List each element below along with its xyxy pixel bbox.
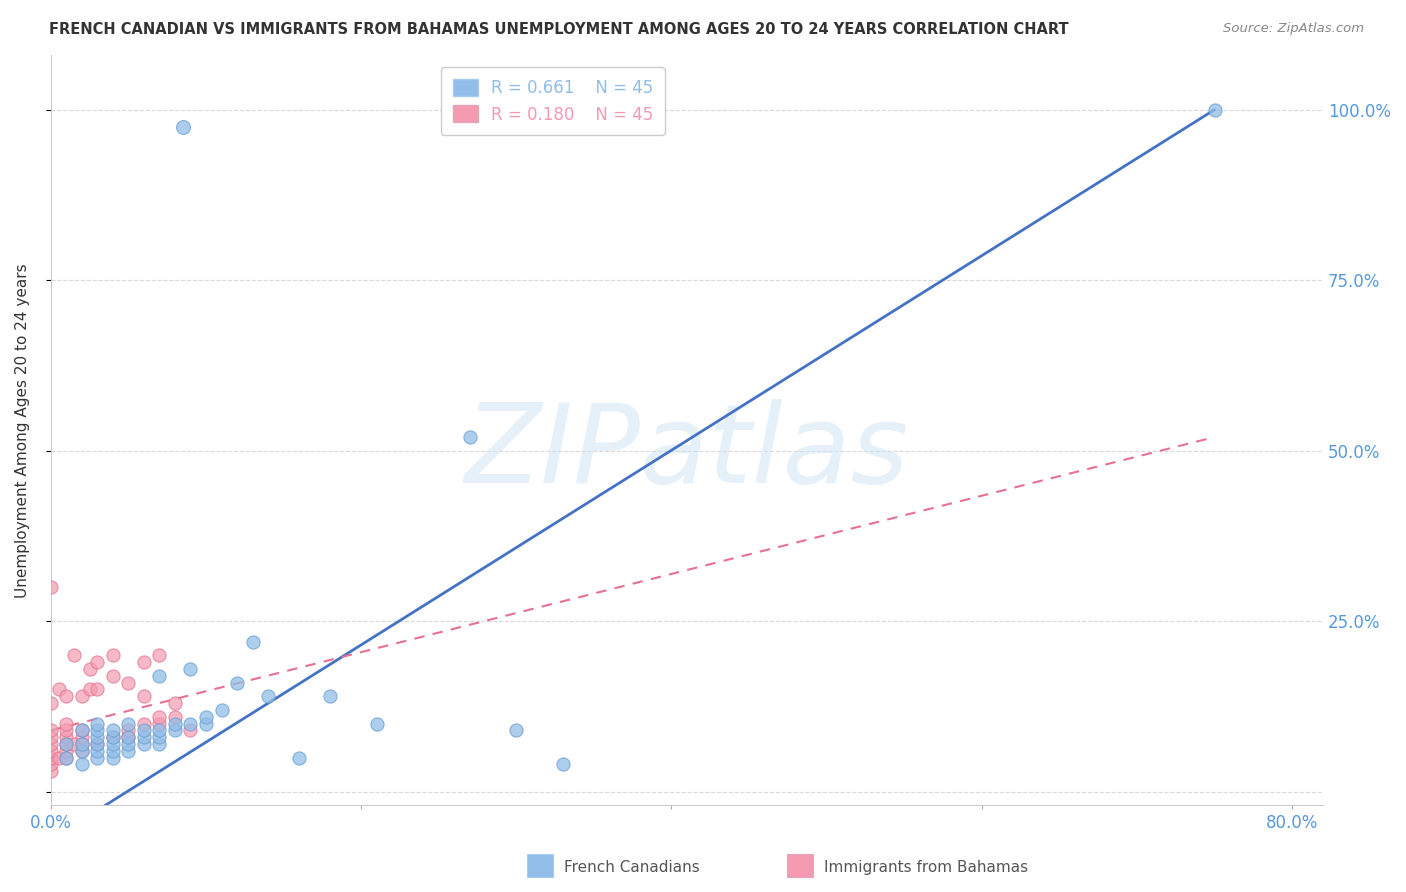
Point bbox=[226, 675, 249, 690]
Point bbox=[55, 737, 77, 751]
Point bbox=[86, 750, 108, 764]
Point bbox=[179, 723, 201, 738]
Point bbox=[39, 744, 62, 758]
Point bbox=[132, 737, 155, 751]
Point bbox=[79, 662, 101, 676]
Point bbox=[148, 648, 170, 663]
Point bbox=[101, 737, 124, 751]
Point bbox=[148, 737, 170, 751]
Point bbox=[172, 120, 194, 134]
Point bbox=[55, 750, 77, 764]
Point bbox=[86, 716, 108, 731]
Point bbox=[70, 690, 93, 704]
Point bbox=[101, 669, 124, 683]
Point bbox=[70, 757, 93, 772]
Point bbox=[39, 730, 62, 744]
Point bbox=[179, 716, 201, 731]
Point bbox=[179, 662, 201, 676]
Text: Source: ZipAtlas.com: Source: ZipAtlas.com bbox=[1223, 22, 1364, 36]
Text: French Canadians: French Canadians bbox=[564, 860, 700, 874]
Point bbox=[163, 723, 186, 738]
Point bbox=[242, 634, 264, 648]
Point bbox=[86, 744, 108, 758]
Point bbox=[101, 750, 124, 764]
Point bbox=[86, 682, 108, 697]
Point bbox=[48, 750, 70, 764]
Point bbox=[132, 723, 155, 738]
Point bbox=[70, 737, 93, 751]
Point bbox=[39, 757, 62, 772]
Point bbox=[101, 723, 124, 738]
Point bbox=[86, 737, 108, 751]
Point bbox=[39, 737, 62, 751]
Point bbox=[63, 737, 86, 751]
Point bbox=[86, 737, 108, 751]
Point bbox=[39, 696, 62, 710]
Point bbox=[101, 730, 124, 744]
Text: Immigrants from Bahamas: Immigrants from Bahamas bbox=[824, 860, 1028, 874]
Point bbox=[55, 737, 77, 751]
Point bbox=[55, 730, 77, 744]
Point bbox=[63, 648, 86, 663]
Point bbox=[117, 675, 139, 690]
Point bbox=[70, 737, 93, 751]
Point bbox=[55, 690, 77, 704]
Point bbox=[70, 744, 93, 758]
Point bbox=[55, 716, 77, 731]
Point bbox=[101, 744, 124, 758]
Point bbox=[148, 709, 170, 723]
Point bbox=[132, 690, 155, 704]
Point bbox=[70, 730, 93, 744]
Point bbox=[48, 682, 70, 697]
Point bbox=[39, 764, 62, 779]
Point bbox=[319, 690, 342, 704]
Point bbox=[132, 716, 155, 731]
Point bbox=[55, 723, 77, 738]
Point bbox=[257, 690, 280, 704]
Point bbox=[117, 730, 139, 744]
Point bbox=[86, 655, 108, 669]
Point bbox=[551, 757, 574, 772]
Legend: R = 0.661    N = 45, R = 0.180    N = 45: R = 0.661 N = 45, R = 0.180 N = 45 bbox=[441, 67, 665, 136]
Point bbox=[458, 430, 481, 444]
Y-axis label: Unemployment Among Ages 20 to 24 years: Unemployment Among Ages 20 to 24 years bbox=[15, 263, 30, 598]
Text: ZIPatlas: ZIPatlas bbox=[465, 400, 910, 507]
Point bbox=[195, 709, 218, 723]
Text: FRENCH CANADIAN VS IMMIGRANTS FROM BAHAMAS UNEMPLOYMENT AMONG AGES 20 TO 24 YEAR: FRENCH CANADIAN VS IMMIGRANTS FROM BAHAM… bbox=[49, 22, 1069, 37]
Point bbox=[70, 723, 93, 738]
Point bbox=[163, 696, 186, 710]
Point bbox=[117, 723, 139, 738]
Point bbox=[101, 730, 124, 744]
Point bbox=[163, 709, 186, 723]
Point bbox=[39, 723, 62, 738]
Point bbox=[211, 703, 233, 717]
Point bbox=[148, 730, 170, 744]
Point bbox=[70, 744, 93, 758]
Point bbox=[163, 716, 186, 731]
Point bbox=[86, 730, 108, 744]
Point bbox=[79, 682, 101, 697]
Point bbox=[1204, 103, 1226, 117]
Point bbox=[148, 723, 170, 738]
Point bbox=[86, 723, 108, 738]
Point bbox=[117, 744, 139, 758]
Point bbox=[148, 669, 170, 683]
Point bbox=[117, 737, 139, 751]
Point bbox=[39, 580, 62, 594]
Point bbox=[366, 716, 388, 731]
Point bbox=[132, 655, 155, 669]
Point bbox=[117, 716, 139, 731]
Point bbox=[195, 716, 218, 731]
Point bbox=[39, 750, 62, 764]
Point bbox=[55, 744, 77, 758]
Point bbox=[132, 730, 155, 744]
Point bbox=[55, 750, 77, 764]
Point bbox=[288, 750, 311, 764]
Point bbox=[101, 648, 124, 663]
Point bbox=[505, 723, 527, 738]
Point bbox=[117, 730, 139, 744]
Point bbox=[70, 723, 93, 738]
Point bbox=[148, 716, 170, 731]
